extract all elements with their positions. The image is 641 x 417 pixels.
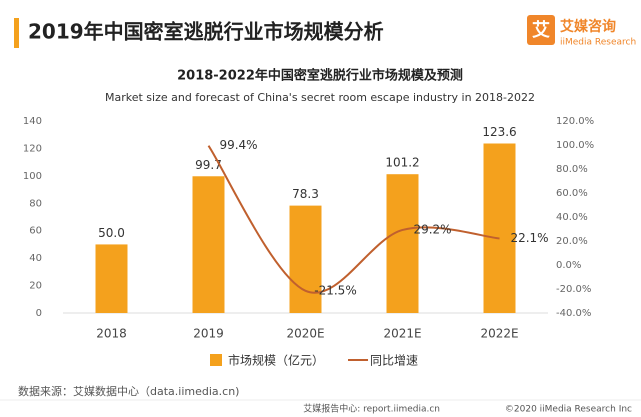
y2-tick-label: 40.0% [556,212,588,223]
bar [289,205,322,313]
footer-copyright: ©2020 iiMedia Research Inc [505,405,632,415]
bar [192,176,225,313]
y2-tick-label: 60.0% [556,188,588,199]
y-tick-label: 20 [29,281,42,292]
logo-name: 艾媒咨询 [560,18,616,35]
bar [95,244,128,313]
y-tick-label: 100 [23,171,42,182]
title-accent [14,18,19,48]
legend-label: 同比增速 [370,354,418,368]
bar-label: 50.0 [98,226,125,240]
x-tick-label: 2020E [286,327,324,341]
line-label: 99.4% [219,138,257,152]
y-tick-label: 80 [29,198,42,209]
y2-tick-label: 80.0% [556,164,588,175]
y-tick-label: 140 [23,116,42,127]
chart-subtitle: Market size and forecast of China's secr… [105,91,535,104]
y2-tick-label: -40.0% [556,308,591,319]
bar-label: 101.2 [385,156,419,170]
x-tick-label: 2021E [383,327,421,341]
line-label: 29.2% [413,222,451,236]
y-tick-label: 40 [29,253,42,264]
page-title: 2019年中国密室逃脱行业市场规模分析 [28,20,384,44]
footer-site: 艾媒报告中心: report.iimedia.cn [303,403,440,415]
line-label: 22.1% [510,231,548,245]
bar [483,143,516,313]
y2-tick-label: 100.0% [556,140,594,151]
logo-box [527,15,555,45]
bar-label: 123.6 [482,125,516,139]
legend-label: 市场规模（亿元） [228,353,324,368]
bar-label: 99.7 [195,158,222,172]
x-tick-label: 2018 [96,327,127,341]
chart-title: 2018-2022年中国密室逃脱行业市场规模及预测 [177,68,463,84]
line-label: -21.5% [314,283,356,297]
y-tick-label: 0 [36,308,42,319]
logo-icon: 艾 [532,19,550,41]
y2-tick-label: 20.0% [556,236,588,247]
bar-label: 78.3 [292,187,319,201]
growth-line [207,145,500,294]
y-tick-label: 60 [29,226,42,237]
y-tick-label: 120 [23,143,42,154]
x-tick-label: 2022E [480,327,518,341]
y2-tick-label: 0.0% [556,260,581,271]
legend-swatch [210,354,222,366]
y2-tick-label: -20.0% [556,284,591,295]
y2-tick-label: 120.0% [556,116,594,127]
logo-sub: iiMedia Research [560,38,636,48]
bar [386,174,419,313]
source: 数据来源：艾媒数据中心（data.iimedia.cn) [18,384,239,398]
x-tick-label: 2019 [193,327,224,341]
